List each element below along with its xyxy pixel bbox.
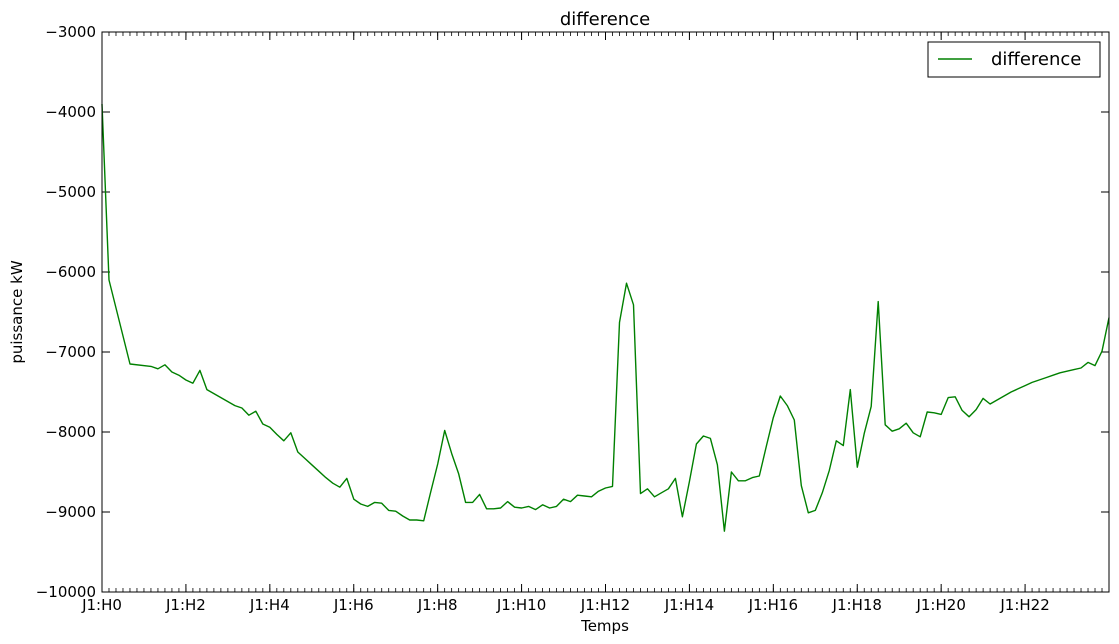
y-tick-label: −8000 [45,423,96,441]
x-tick-label: J1:H10 [496,596,546,614]
x-tick-label: J1:H18 [832,596,882,614]
x-tick-label: J1:H2 [165,596,206,614]
y-tick-label: −6000 [45,263,96,281]
axis-ticks: −10000 −9000 −8000 −7000 −6000 −5000 −4000 −300… [36,23,1110,614]
x-tick-label: J1:H16 [748,596,798,614]
y-tick-label: −9000 [45,503,96,521]
x-tick-label: J1:H0 [81,596,122,614]
x-tick-label: J1:H14 [664,596,714,614]
x-tick-label: J1:H22 [999,596,1049,614]
y-tick-label: −7000 [45,343,96,361]
y-axis-title: puissance kW [8,260,26,363]
chart-title: difference [560,9,650,30]
y-tick-label: −3000 [45,23,96,41]
x-axis-title: Temps [580,617,629,635]
x-tick-label: J1:H6 [333,596,374,614]
y-tick-label: −10000 [36,583,96,601]
x-tick-label: J1:H20 [915,596,965,614]
y-tick-label: −5000 [45,183,96,201]
series-layer [101,103,1110,532]
series-line-difference [101,103,1110,532]
x-tick-label: J1:H4 [249,596,290,614]
x-tick-label: J1:H8 [417,596,458,614]
y-tick-label: −4000 [45,103,96,121]
plot-frame [101,31,1110,593]
legend: difference [927,41,1101,78]
legend-label: difference [991,49,1081,70]
x-tick-label: J1:H12 [580,596,630,614]
